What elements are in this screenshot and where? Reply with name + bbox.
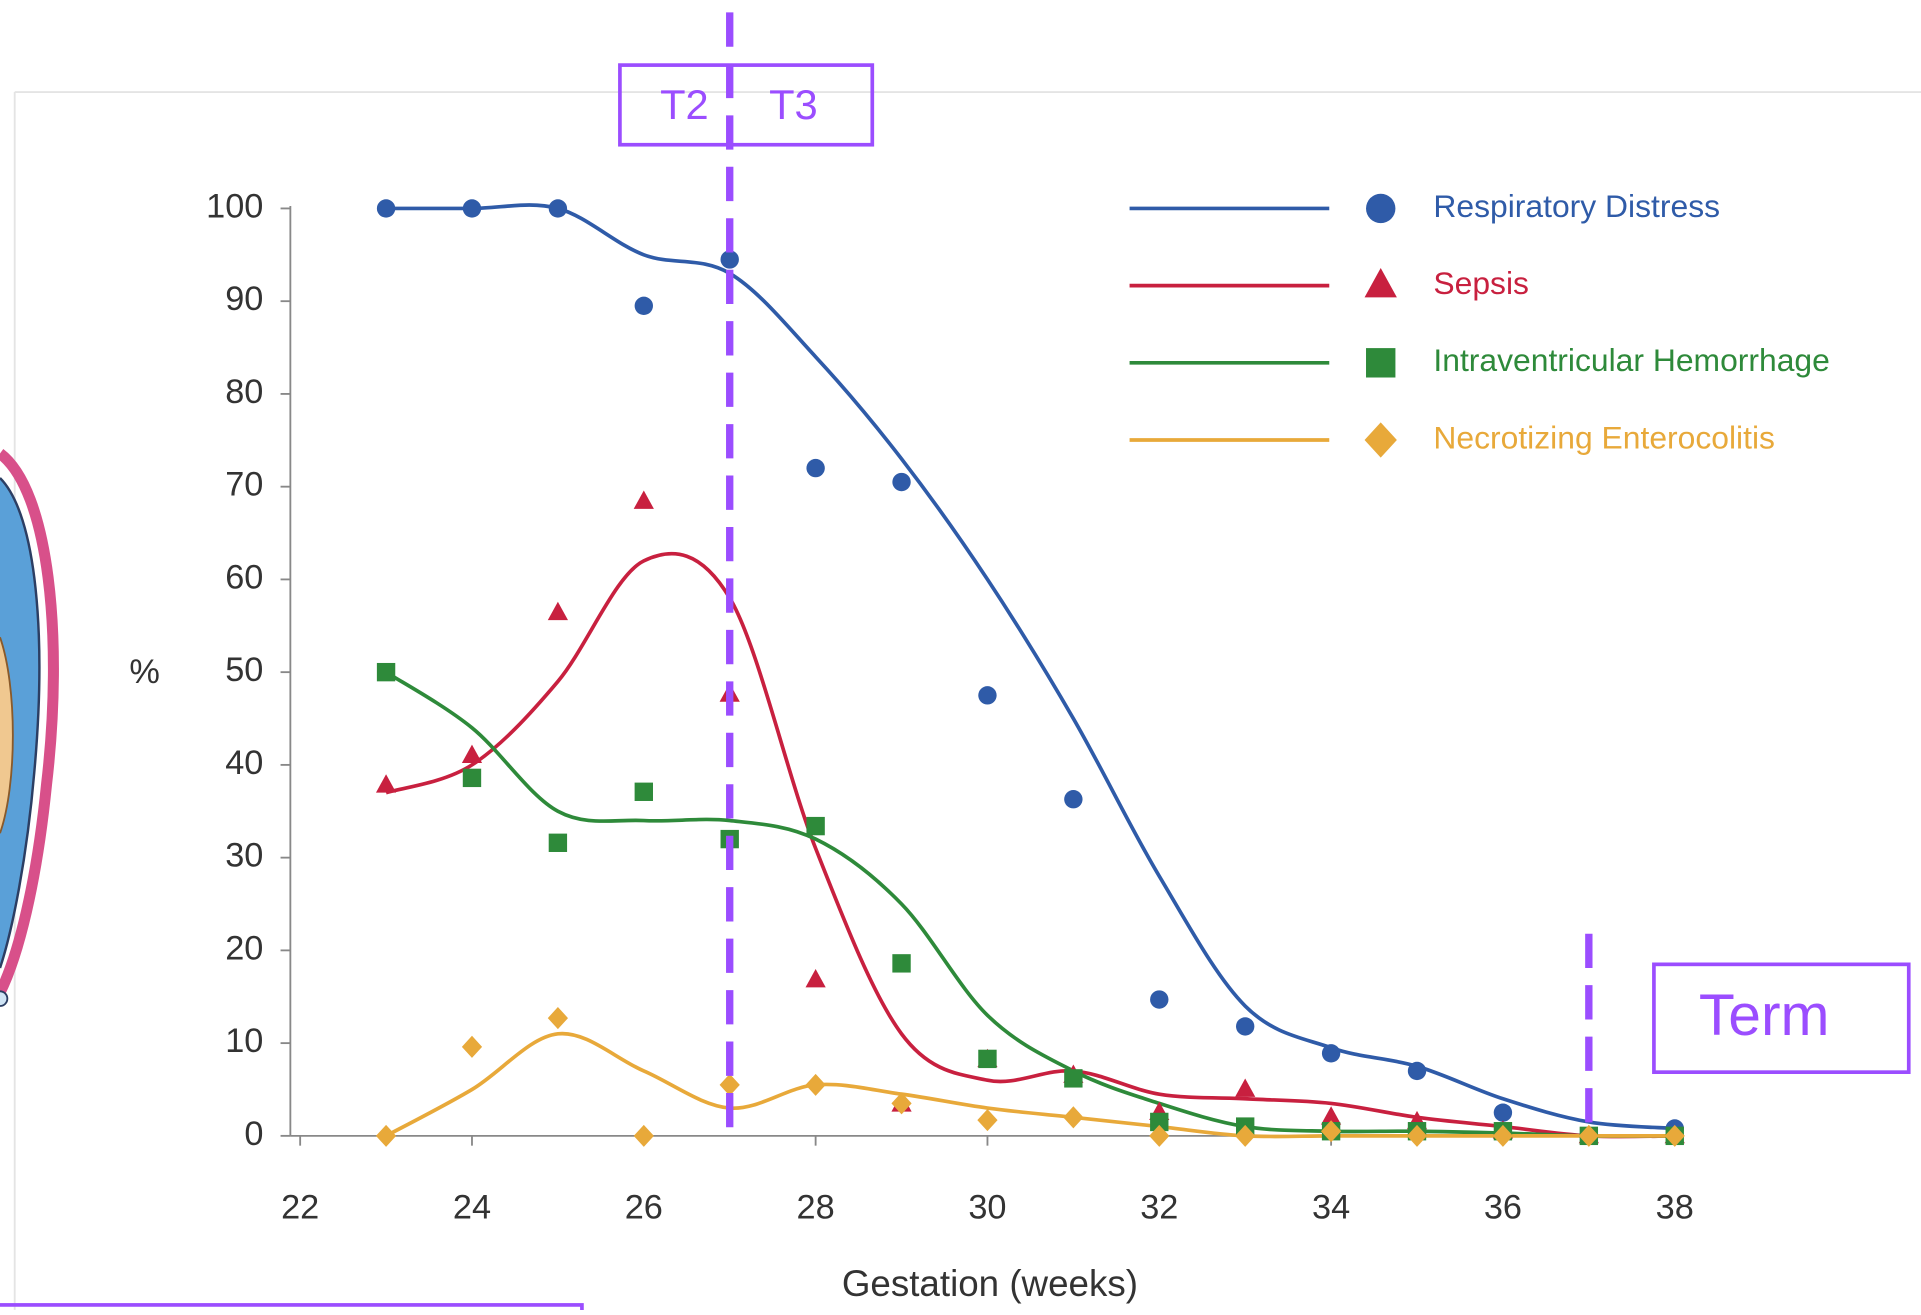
data-point: [721, 250, 739, 268]
data-point: [806, 459, 824, 477]
y-tick-label: 10: [225, 1022, 263, 1060]
highlight-box: [0, 1305, 582, 1310]
data-point: [462, 1036, 482, 1058]
y-tick-label: 30: [225, 837, 263, 875]
data-point: [892, 954, 910, 972]
legend-label: Sepsis: [1433, 265, 1529, 301]
data-point: [978, 1050, 996, 1068]
data-point: [377, 199, 395, 217]
data-point: [635, 297, 653, 315]
illustration: [0, 453, 53, 1006]
data-point: [549, 199, 567, 217]
legend-label: Necrotizing Enterocolitis: [1433, 419, 1775, 455]
data-point: [806, 969, 826, 987]
x-tick-label: 22: [281, 1188, 319, 1226]
x-tick-label: 32: [1140, 1188, 1178, 1226]
y-axis-label: %: [129, 653, 160, 691]
data-point: [1494, 1103, 1512, 1121]
annotation-label: T3: [769, 81, 818, 128]
data-point: [462, 745, 482, 763]
x-axis-label: Gestation (weeks): [842, 1263, 1138, 1304]
chart: % Gestation (weeks) 0 10 20 30 40 50 60 70 80 90 1…: [0, 0, 1921, 1310]
data-point: [892, 473, 910, 491]
data-point: [1235, 1078, 1255, 1096]
data-point: [463, 769, 481, 787]
data-point: [1408, 1062, 1426, 1080]
x-tick-label: 36: [1484, 1188, 1522, 1226]
x-tick-label: 30: [968, 1188, 1006, 1226]
data-point: [1322, 1044, 1340, 1062]
data-point: [977, 1109, 997, 1131]
x-tick-label: 38: [1656, 1188, 1694, 1226]
data-point: [978, 686, 996, 704]
y-tick-label: 40: [225, 744, 263, 782]
legend-marker: [1365, 422, 1397, 457]
x-tick-label: 28: [797, 1188, 835, 1226]
y-tick-label: 60: [225, 558, 263, 596]
x-tick-label: 26: [625, 1188, 663, 1226]
data-point: [548, 602, 568, 620]
data-point: [1063, 1106, 1083, 1128]
annotation-label: Term: [1699, 983, 1830, 1048]
data-point: [376, 774, 396, 792]
y-tick-label: 20: [225, 929, 263, 967]
legend-label: Respiratory Distress: [1433, 188, 1720, 224]
x-tick-label: 34: [1312, 1188, 1350, 1226]
data-point: [548, 1007, 568, 1029]
data-point: [634, 490, 654, 508]
data-point: [806, 817, 824, 835]
x-tick-label: 24: [453, 1188, 491, 1226]
data-point: [1150, 990, 1168, 1008]
data-point: [635, 783, 653, 801]
data-point: [463, 199, 481, 217]
y-tick-label: 90: [225, 280, 263, 318]
annotation-label: T2: [660, 81, 709, 128]
data-point: [806, 1074, 826, 1096]
trend-line: [386, 672, 1675, 1136]
legend-label: Intraventricular Hemorrhage: [1433, 342, 1829, 378]
data-point: [1236, 1017, 1254, 1035]
data-point: [634, 1125, 654, 1147]
y-tick-label: 100: [206, 188, 263, 226]
y-tick-label: 50: [225, 651, 263, 689]
data-point: [376, 1125, 396, 1147]
data-point: [1064, 790, 1082, 808]
y-tick-label: 0: [244, 1115, 263, 1153]
data-point: [549, 834, 567, 852]
legend-marker: [1366, 194, 1395, 223]
legend-marker: [1366, 348, 1395, 377]
y-tick-label: 70: [225, 466, 263, 504]
data-point: [1064, 1069, 1082, 1087]
legend-marker: [1365, 268, 1397, 297]
page: {"chart_data": { "type": "scatter", "x_l…: [0, 0, 1921, 1310]
annotation-box: [620, 65, 872, 145]
y-tick-label: 80: [225, 373, 263, 411]
data-point: [720, 1074, 740, 1096]
data-point: [377, 663, 395, 681]
